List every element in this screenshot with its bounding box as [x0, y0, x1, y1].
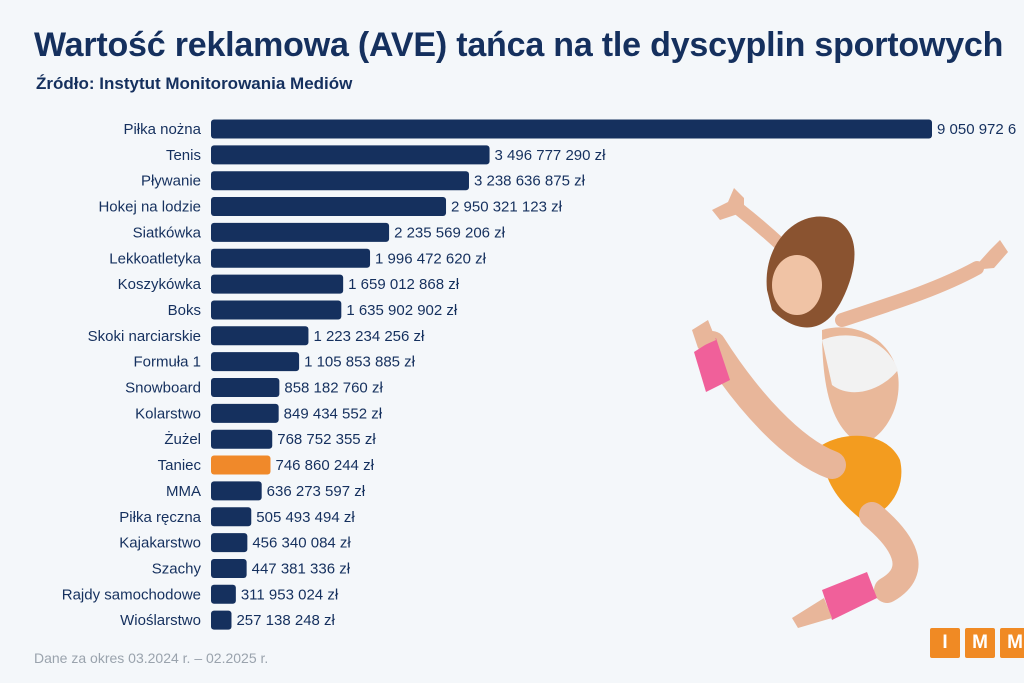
- bar: [211, 197, 447, 217]
- logo-letter: I: [930, 628, 960, 658]
- bar: [211, 352, 300, 372]
- category-label: Szachy: [152, 560, 202, 577]
- category-label: Skoki narciarskie: [88, 328, 201, 345]
- bar: [211, 248, 371, 268]
- value-label: 3 496 777 290 zł: [495, 147, 607, 164]
- bar: [211, 610, 232, 630]
- bar: [211, 584, 236, 604]
- bar: [211, 300, 342, 320]
- value-label: 311 953 024 zł: [241, 586, 339, 603]
- bar: [211, 119, 932, 139]
- value-label: 257 138 248 zł: [236, 612, 335, 629]
- logo-letter: M: [1000, 628, 1024, 658]
- value-label: 1 635 902 902 zł: [346, 302, 458, 319]
- value-label: 447 381 336 zł: [252, 560, 351, 577]
- value-label: 636 273 597 zł: [267, 483, 366, 500]
- bar: [211, 274, 344, 294]
- value-label: 849 434 552 zł: [284, 405, 383, 422]
- value-label: 2 950 321 123 zł: [451, 199, 563, 216]
- value-label: 858 182 760 zł: [284, 380, 383, 397]
- bar-highlight: [211, 455, 271, 475]
- bar: [211, 171, 469, 191]
- bar: [211, 507, 252, 527]
- category-label: Taniec: [158, 457, 202, 474]
- source-label: Źródło: Instytut Monitorowania Mediów: [36, 74, 353, 93]
- category-label: Tenis: [166, 147, 201, 164]
- value-label: 2 235 569 206 zł: [394, 224, 506, 241]
- logo-letter: M: [965, 628, 995, 658]
- value-label: 9 050 972 6: [937, 121, 1016, 138]
- bar: [211, 326, 309, 346]
- category-label: Lekkoatletyka: [109, 250, 201, 267]
- category-label: Snowboard: [125, 380, 201, 397]
- value-label: 1 223 234 256 zł: [313, 328, 425, 345]
- bar: [211, 481, 262, 501]
- category-label: Żużel: [164, 430, 201, 448]
- category-label: Hokej na lodzie: [98, 199, 201, 216]
- bar: [211, 145, 490, 165]
- bar: [211, 429, 273, 449]
- value-label: 768 752 355 zł: [277, 431, 376, 448]
- category-label: Piłka nożna: [123, 121, 201, 138]
- value-label: 3 238 636 875 zł: [474, 173, 586, 190]
- value-label: 1 996 472 620 zł: [375, 250, 487, 267]
- bar: [211, 378, 280, 397]
- category-label: Boks: [168, 302, 201, 319]
- category-label: Kolarstwo: [135, 405, 201, 422]
- value-label: 746 860 244 zł: [275, 457, 374, 474]
- bar: [211, 558, 247, 578]
- bar: [211, 222, 390, 242]
- category-label: Pływanie: [141, 173, 201, 190]
- bar: [211, 403, 279, 423]
- value-label: 1 659 012 868 zł: [348, 276, 460, 293]
- category-label: Piłka ręczna: [119, 509, 201, 526]
- dancer-illustration: [692, 188, 1008, 628]
- chart-title: Wartość reklamowa (AVE) tańca na tle dys…: [34, 26, 1004, 64]
- bar: [211, 533, 248, 553]
- value-label: 456 340 084 zł: [252, 535, 351, 552]
- category-label: Rajdy samochodowe: [62, 586, 201, 603]
- category-label: MMA: [166, 483, 201, 500]
- category-label: Wioślarstwo: [120, 612, 201, 629]
- category-label: Formuła 1: [133, 354, 201, 371]
- value-label: 1 105 853 885 zł: [304, 354, 416, 371]
- period-note: Dane za okres 03.2024 r. – 02.2025 r.: [34, 650, 269, 666]
- category-label: Kajakarstwo: [119, 535, 201, 552]
- category-label: Koszykówka: [118, 276, 202, 293]
- imm-logo: I M M: [930, 628, 1024, 658]
- category-label: Siatkówka: [133, 224, 202, 241]
- value-label: 505 493 494 zł: [256, 509, 355, 526]
